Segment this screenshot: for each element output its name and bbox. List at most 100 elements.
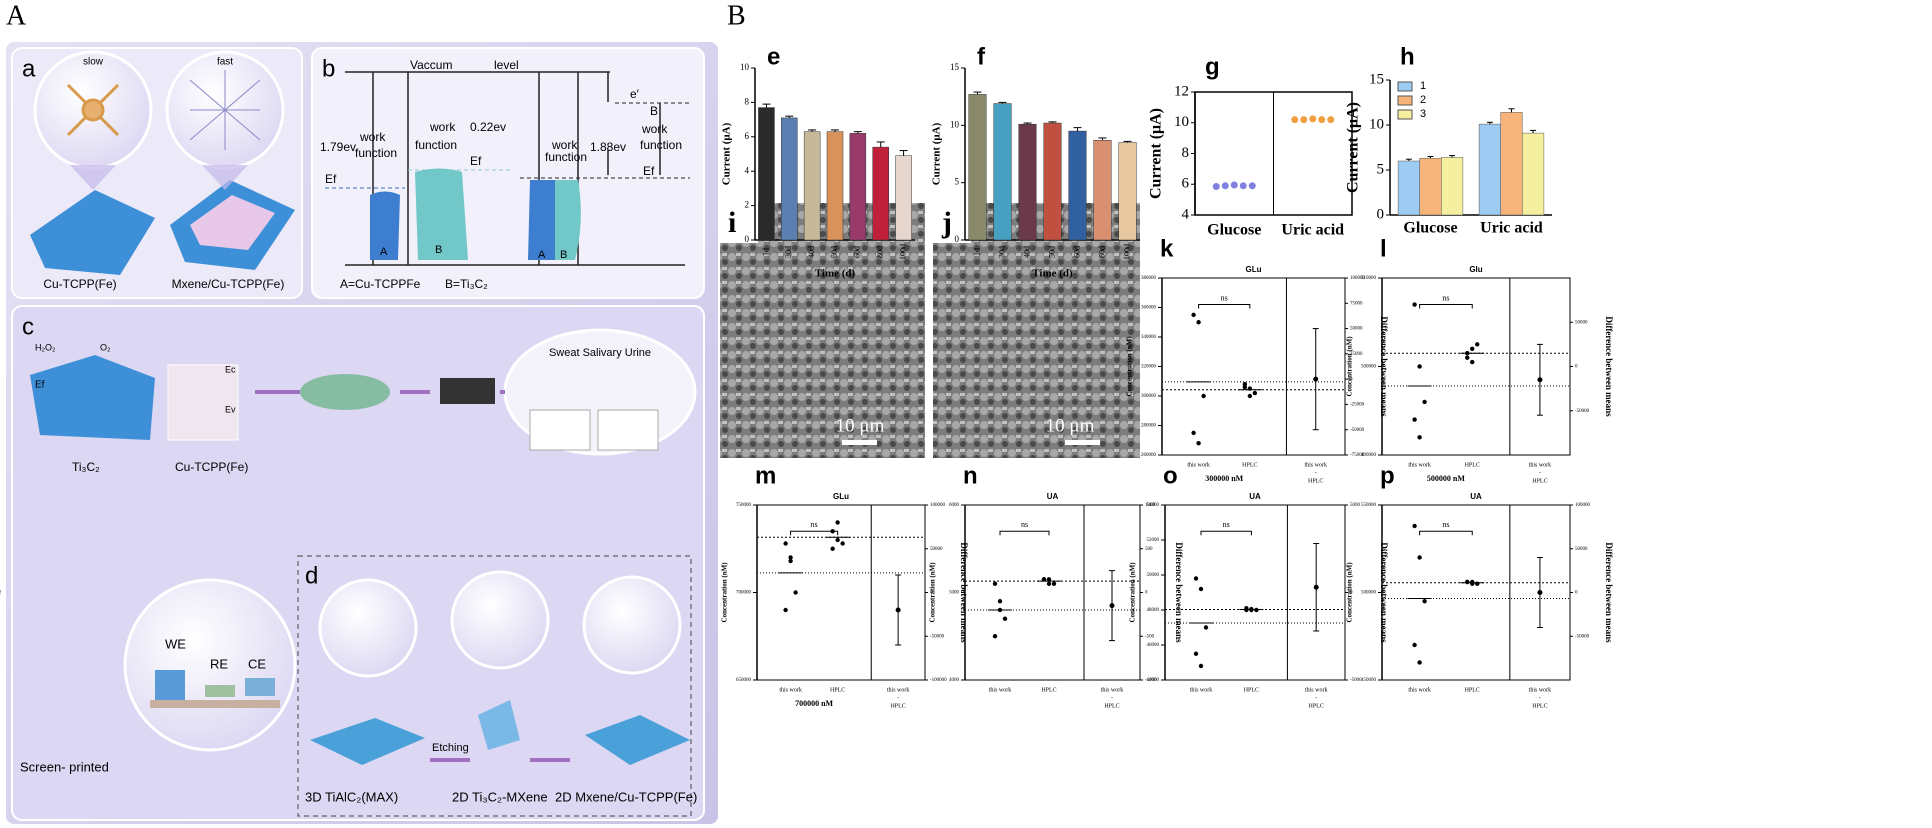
- text: B: [650, 104, 658, 118]
- y2-axis-label: Difference between means: [1604, 316, 1614, 417]
- y-tick-label: 490000: [1361, 453, 1377, 458]
- x-tick-label: 50d: [830, 246, 839, 258]
- x-tick-label: 60d: [1072, 246, 1081, 258]
- legend-swatch: [1397, 95, 1413, 106]
- text: function: [355, 146, 397, 160]
- y-tick-label: 5000: [949, 591, 960, 596]
- substrate: [30, 190, 155, 275]
- dot: [788, 558, 793, 564]
- bar: [1397, 160, 1420, 216]
- panel-label: k: [1160, 235, 1174, 262]
- x-tick-label: 60d: [853, 246, 862, 258]
- dot: [1193, 651, 1199, 656]
- bar: [1441, 157, 1464, 216]
- y-tick-label: 650000: [736, 678, 752, 683]
- ns-bracket: [790, 530, 839, 536]
- ti3c2: [30, 355, 155, 440]
- x-tick-label: -: [1539, 470, 1541, 476]
- footnote: 500000 nM: [1427, 474, 1465, 483]
- chart-title: UA: [1470, 492, 1482, 501]
- bar: [1478, 123, 1501, 216]
- x-axis-label: Time (d): [1032, 268, 1073, 280]
- y2-axis-label: Difference between means: [1604, 542, 1614, 643]
- y-tick-label: 10: [950, 119, 960, 129]
- sem-image: [933, 203, 1140, 458]
- ns-bracket: [1419, 530, 1473, 536]
- text: work: [551, 138, 578, 152]
- legend-label: 2: [1420, 94, 1426, 106]
- composite: [585, 715, 690, 765]
- text: Screen- printed: [20, 759, 109, 774]
- text: A: [380, 246, 388, 258]
- bar: [1522, 132, 1545, 216]
- y2-tick-label: 50000: [1350, 327, 1363, 332]
- text: e′: [630, 87, 640, 101]
- y-axis-label: Concentration (nM): [929, 562, 937, 623]
- text: WE: [165, 636, 186, 651]
- y2-tick-label: 100000: [1350, 276, 1366, 281]
- x-tick-label: this work: [1408, 462, 1431, 468]
- y2-tick-label: 0: [1350, 377, 1353, 382]
- x-tick-label: this work: [1304, 462, 1327, 468]
- x-tick-label: HPLC: [1309, 703, 1324, 709]
- figure-label: A: [6, 0, 27, 31]
- dot: [783, 541, 788, 546]
- y2-tick-label: -75000: [1350, 453, 1365, 458]
- panel-label: l: [1380, 235, 1387, 262]
- panel-c: c H₂O₂ O₂ Ec Ef Ev Ti₃C₂ Cu-TCPP(Fe) Swe…: [0, 305, 705, 821]
- y2-axis-label: Difference between means: [1379, 316, 1389, 417]
- mxene: [478, 700, 520, 750]
- y-tick-label: 46000: [1147, 643, 1160, 648]
- dot: [1412, 417, 1417, 422]
- bubble: [582, 575, 682, 675]
- caption: Cu-TCPP(Fe): [43, 277, 116, 291]
- layer: [245, 678, 275, 696]
- cone: [202, 165, 248, 190]
- scale-bar: [1065, 440, 1100, 445]
- block-b: [415, 168, 468, 260]
- dot: [1475, 342, 1480, 347]
- dot: [1196, 320, 1201, 325]
- dot: [1239, 182, 1247, 190]
- y-tick-label: 510000: [1361, 276, 1377, 281]
- dot: [1417, 435, 1422, 440]
- y-tick-label: 260000: [1141, 453, 1157, 458]
- x-tick-label: Uric acid: [1480, 220, 1543, 237]
- dot: [788, 555, 793, 560]
- ns-label: ns: [1442, 520, 1449, 529]
- x-tick-label: this work: [1305, 687, 1328, 693]
- text: Ef: [325, 172, 337, 186]
- text: Etching: [432, 742, 469, 754]
- dot: [1221, 182, 1229, 190]
- panel-label: n: [963, 462, 978, 489]
- x-tick-label: HPLC: [1242, 462, 1257, 468]
- chart-title: Glu: [1469, 265, 1482, 274]
- x-tick-label: this work: [1190, 687, 1213, 693]
- bar: [758, 107, 775, 241]
- text: Ec: [225, 364, 236, 374]
- text: Ef: [470, 154, 482, 168]
- ns-label: ns: [1221, 293, 1228, 302]
- dot: [997, 599, 1003, 604]
- plot-frame: [1161, 277, 1346, 456]
- chart-title: GLu: [1246, 265, 1262, 274]
- dot: [1465, 579, 1470, 585]
- ns-bracket: [1200, 530, 1252, 536]
- bar: [803, 131, 821, 241]
- y-axis-label: Current (μA): [721, 122, 733, 185]
- y-tick-label: 12: [1174, 83, 1189, 99]
- text: B: [560, 249, 567, 261]
- dot: [997, 607, 1003, 613]
- y-tick-label: 2: [745, 200, 750, 210]
- dot: [1422, 399, 1427, 405]
- text: Ti₃C₂: [72, 460, 100, 474]
- y-tick-label: 4: [745, 165, 750, 175]
- text: work: [429, 120, 456, 134]
- bubble: [450, 570, 550, 670]
- y2-tick-label: -50000: [1575, 634, 1590, 639]
- y-tick-label: 700000: [736, 591, 752, 596]
- x-tick-label: -: [1315, 695, 1317, 701]
- panel-label: a: [22, 55, 36, 82]
- y-tick-label: 10: [740, 62, 750, 72]
